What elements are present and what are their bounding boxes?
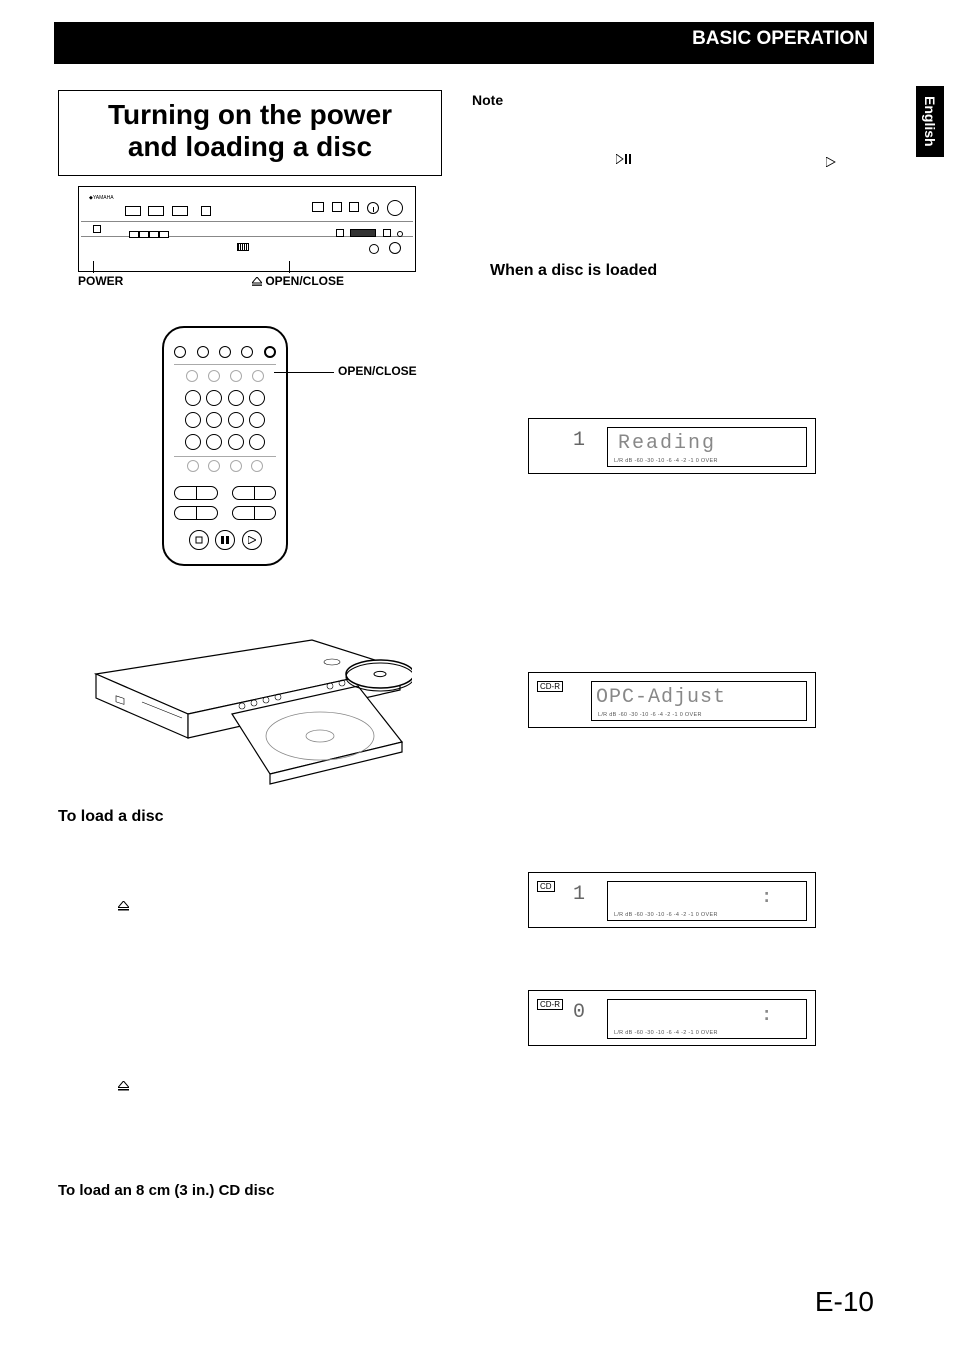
main-title: Turning on the power and loading a disc: [59, 91, 441, 175]
remote-figure: [156, 322, 316, 572]
display-opc-adjust: CD-R OPC-Adjust L/R dB -60 -30 -10 -6 -4…: [528, 672, 816, 728]
display-text: Reading: [618, 432, 716, 455]
device-row-1: ◆YAMAHA: [81, 189, 413, 217]
time-colon: :: [761, 888, 772, 908]
section-header: BASIC OPERATION: [692, 28, 868, 50]
eject-icon: [118, 898, 129, 916]
player-open-tray-figure: [92, 614, 412, 794]
language-tab: English: [916, 86, 944, 157]
page-number: E-10: [815, 1286, 874, 1318]
play-glyph: [826, 154, 836, 172]
manual-page: BASIC OPERATION English Turning on the p…: [0, 0, 954, 1348]
display-level-scale: L/R dB -60 -30 -10 -6 -4 -2 -1 0 OVER: [614, 458, 718, 464]
display-track-number: 1: [573, 429, 585, 452]
open-close-label: OPEN/CLOSE: [252, 274, 344, 288]
to-load-disc-heading: To load a disc: [58, 808, 164, 826]
display-inner: : L/R dB -60 -30 -10 -6 -4 -2 -1 0 OVER: [607, 999, 807, 1039]
open-close-text: OPEN/CLOSE: [265, 274, 344, 288]
device-row-2: [81, 221, 413, 237]
display-inner: : L/R dB -60 -30 -10 -6 -4 -2 -1 0 OVER: [607, 881, 807, 921]
disc-type-badge: CD-R: [537, 999, 563, 1010]
eject-icon: [118, 1078, 129, 1096]
display-track-number: 1: [573, 883, 585, 906]
load-8cm-heading: To load an 8 cm (3 in.) CD disc: [58, 1182, 274, 1199]
display-inner: Reading L/R dB -60 -30 -10 -6 -4 -2 -1 0…: [607, 427, 807, 467]
device-row-3: [81, 241, 413, 257]
device-outline: ◆YAMAHA: [78, 186, 416, 272]
power-label: POWER: [78, 274, 123, 288]
display-reading: 1 Reading L/R dB -60 -30 -10 -6 -4 -2 -1…: [528, 418, 816, 474]
play-pause-glyph: [616, 154, 632, 167]
display-level-scale: L/R dB -60 -30 -10 -6 -4 -2 -1 0 OVER: [614, 1030, 718, 1036]
display-cdr: CD-R 0 : L/R dB -60 -30 -10 -6 -4 -2 -1 …: [528, 990, 816, 1046]
display-cd: CD 1 : L/R dB -60 -30 -10 -6 -4 -2 -1 0 …: [528, 872, 816, 928]
remote-callout-line: [274, 372, 334, 373]
remote-open-close-label: OPEN/CLOSE: [338, 364, 417, 378]
display-level-scale: L/R dB -60 -30 -10 -6 -4 -2 -1 0 OVER: [598, 712, 702, 718]
title-box: Turning on the power and loading a disc: [58, 90, 442, 176]
disc-type-badge: CD: [537, 881, 555, 892]
display-inner: OPC-Adjust L/R dB -60 -30 -10 -6 -4 -2 -…: [591, 681, 807, 721]
disc-type-badge: CD-R: [537, 681, 563, 692]
display-track-number: 0: [573, 1001, 585, 1024]
title-line-1: Turning on the power: [108, 99, 392, 130]
time-colon: :: [761, 1006, 772, 1026]
display-text: OPC-Adjust: [596, 686, 726, 709]
remote-body: [162, 326, 288, 566]
display-level-scale: L/R dB -60 -30 -10 -6 -4 -2 -1 0 OVER: [614, 912, 718, 918]
when-disc-loaded-heading: When a disc is loaded: [490, 262, 657, 280]
title-line-2: and loading a disc: [128, 131, 372, 162]
note-heading: Note: [472, 92, 503, 108]
eject-icon: [252, 277, 262, 286]
device-front-panel-figure: ◆YAMAHA: [78, 186, 416, 282]
